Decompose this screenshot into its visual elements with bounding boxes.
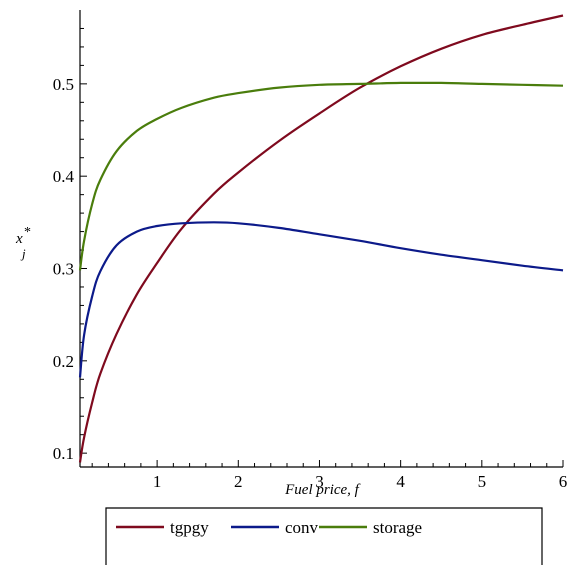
x-tick-label: 2 (234, 472, 243, 491)
x-tick-label: 3 (315, 472, 324, 491)
x-tick-label: 1 (153, 472, 162, 491)
legend-label-storage: storage (373, 518, 422, 537)
x-tick-label: 4 (396, 472, 405, 491)
y-tick-label: 0.1 (53, 444, 74, 463)
y-tick-label: 0.5 (53, 75, 74, 94)
x-axis-title: Fuel price, f (284, 482, 361, 498)
axes (79, 10, 563, 468)
x-tick-label: 5 (478, 472, 487, 491)
series-line-tgpgy (78, 14, 564, 463)
y-axis-title: x * j (15, 225, 31, 261)
y-tick-label: 0.2 (53, 352, 74, 371)
legend-label-tgpgy: tgpgy (170, 518, 209, 537)
y-tick-label: 0.3 (53, 260, 74, 279)
y-axis-title-base: x (15, 231, 23, 247)
y-axis-title-subscript: j (20, 246, 26, 261)
series-line-conv (78, 221, 564, 378)
x-axis-title-text: Fuel price, f (284, 482, 361, 498)
legend-label-conv: conv (285, 518, 319, 537)
y-tick-label: 0.4 (53, 167, 75, 186)
ticks: 1 2 3 4 5 6 0.1 0.2 0.3 0.4 0.5 (53, 27, 568, 491)
series-line-storage (78, 81, 564, 271)
x-tick-label: 6 (559, 472, 568, 491)
series-layer (78, 14, 564, 463)
legend-box (105, 507, 543, 565)
legend: tgpgy conv storage (105, 507, 543, 565)
y-axis-title-superscript: * (24, 225, 31, 240)
